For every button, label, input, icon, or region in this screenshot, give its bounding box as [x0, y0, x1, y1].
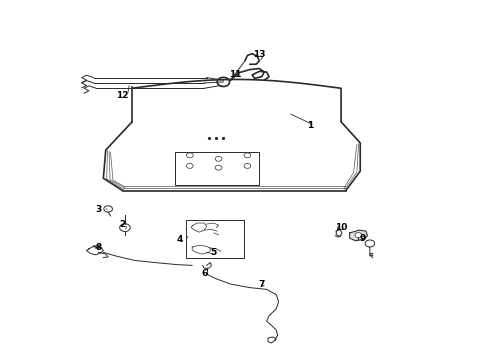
Text: 10: 10	[335, 223, 347, 232]
Polygon shape	[350, 230, 368, 241]
Bar	[186, 220, 244, 258]
Text: 7: 7	[259, 280, 265, 289]
Text: 8: 8	[96, 243, 101, 252]
Text: 6: 6	[201, 269, 207, 278]
Text: 3: 3	[96, 206, 101, 215]
Text: 5: 5	[211, 248, 217, 257]
Text: 13: 13	[253, 50, 266, 59]
Text: 2: 2	[120, 220, 125, 229]
Bar	[175, 152, 259, 185]
Text: 12: 12	[116, 91, 129, 100]
Text: 1: 1	[307, 121, 313, 130]
Text: 4: 4	[177, 235, 183, 244]
Circle shape	[355, 233, 362, 238]
Text: 11: 11	[229, 70, 242, 79]
Text: 9: 9	[360, 234, 366, 243]
